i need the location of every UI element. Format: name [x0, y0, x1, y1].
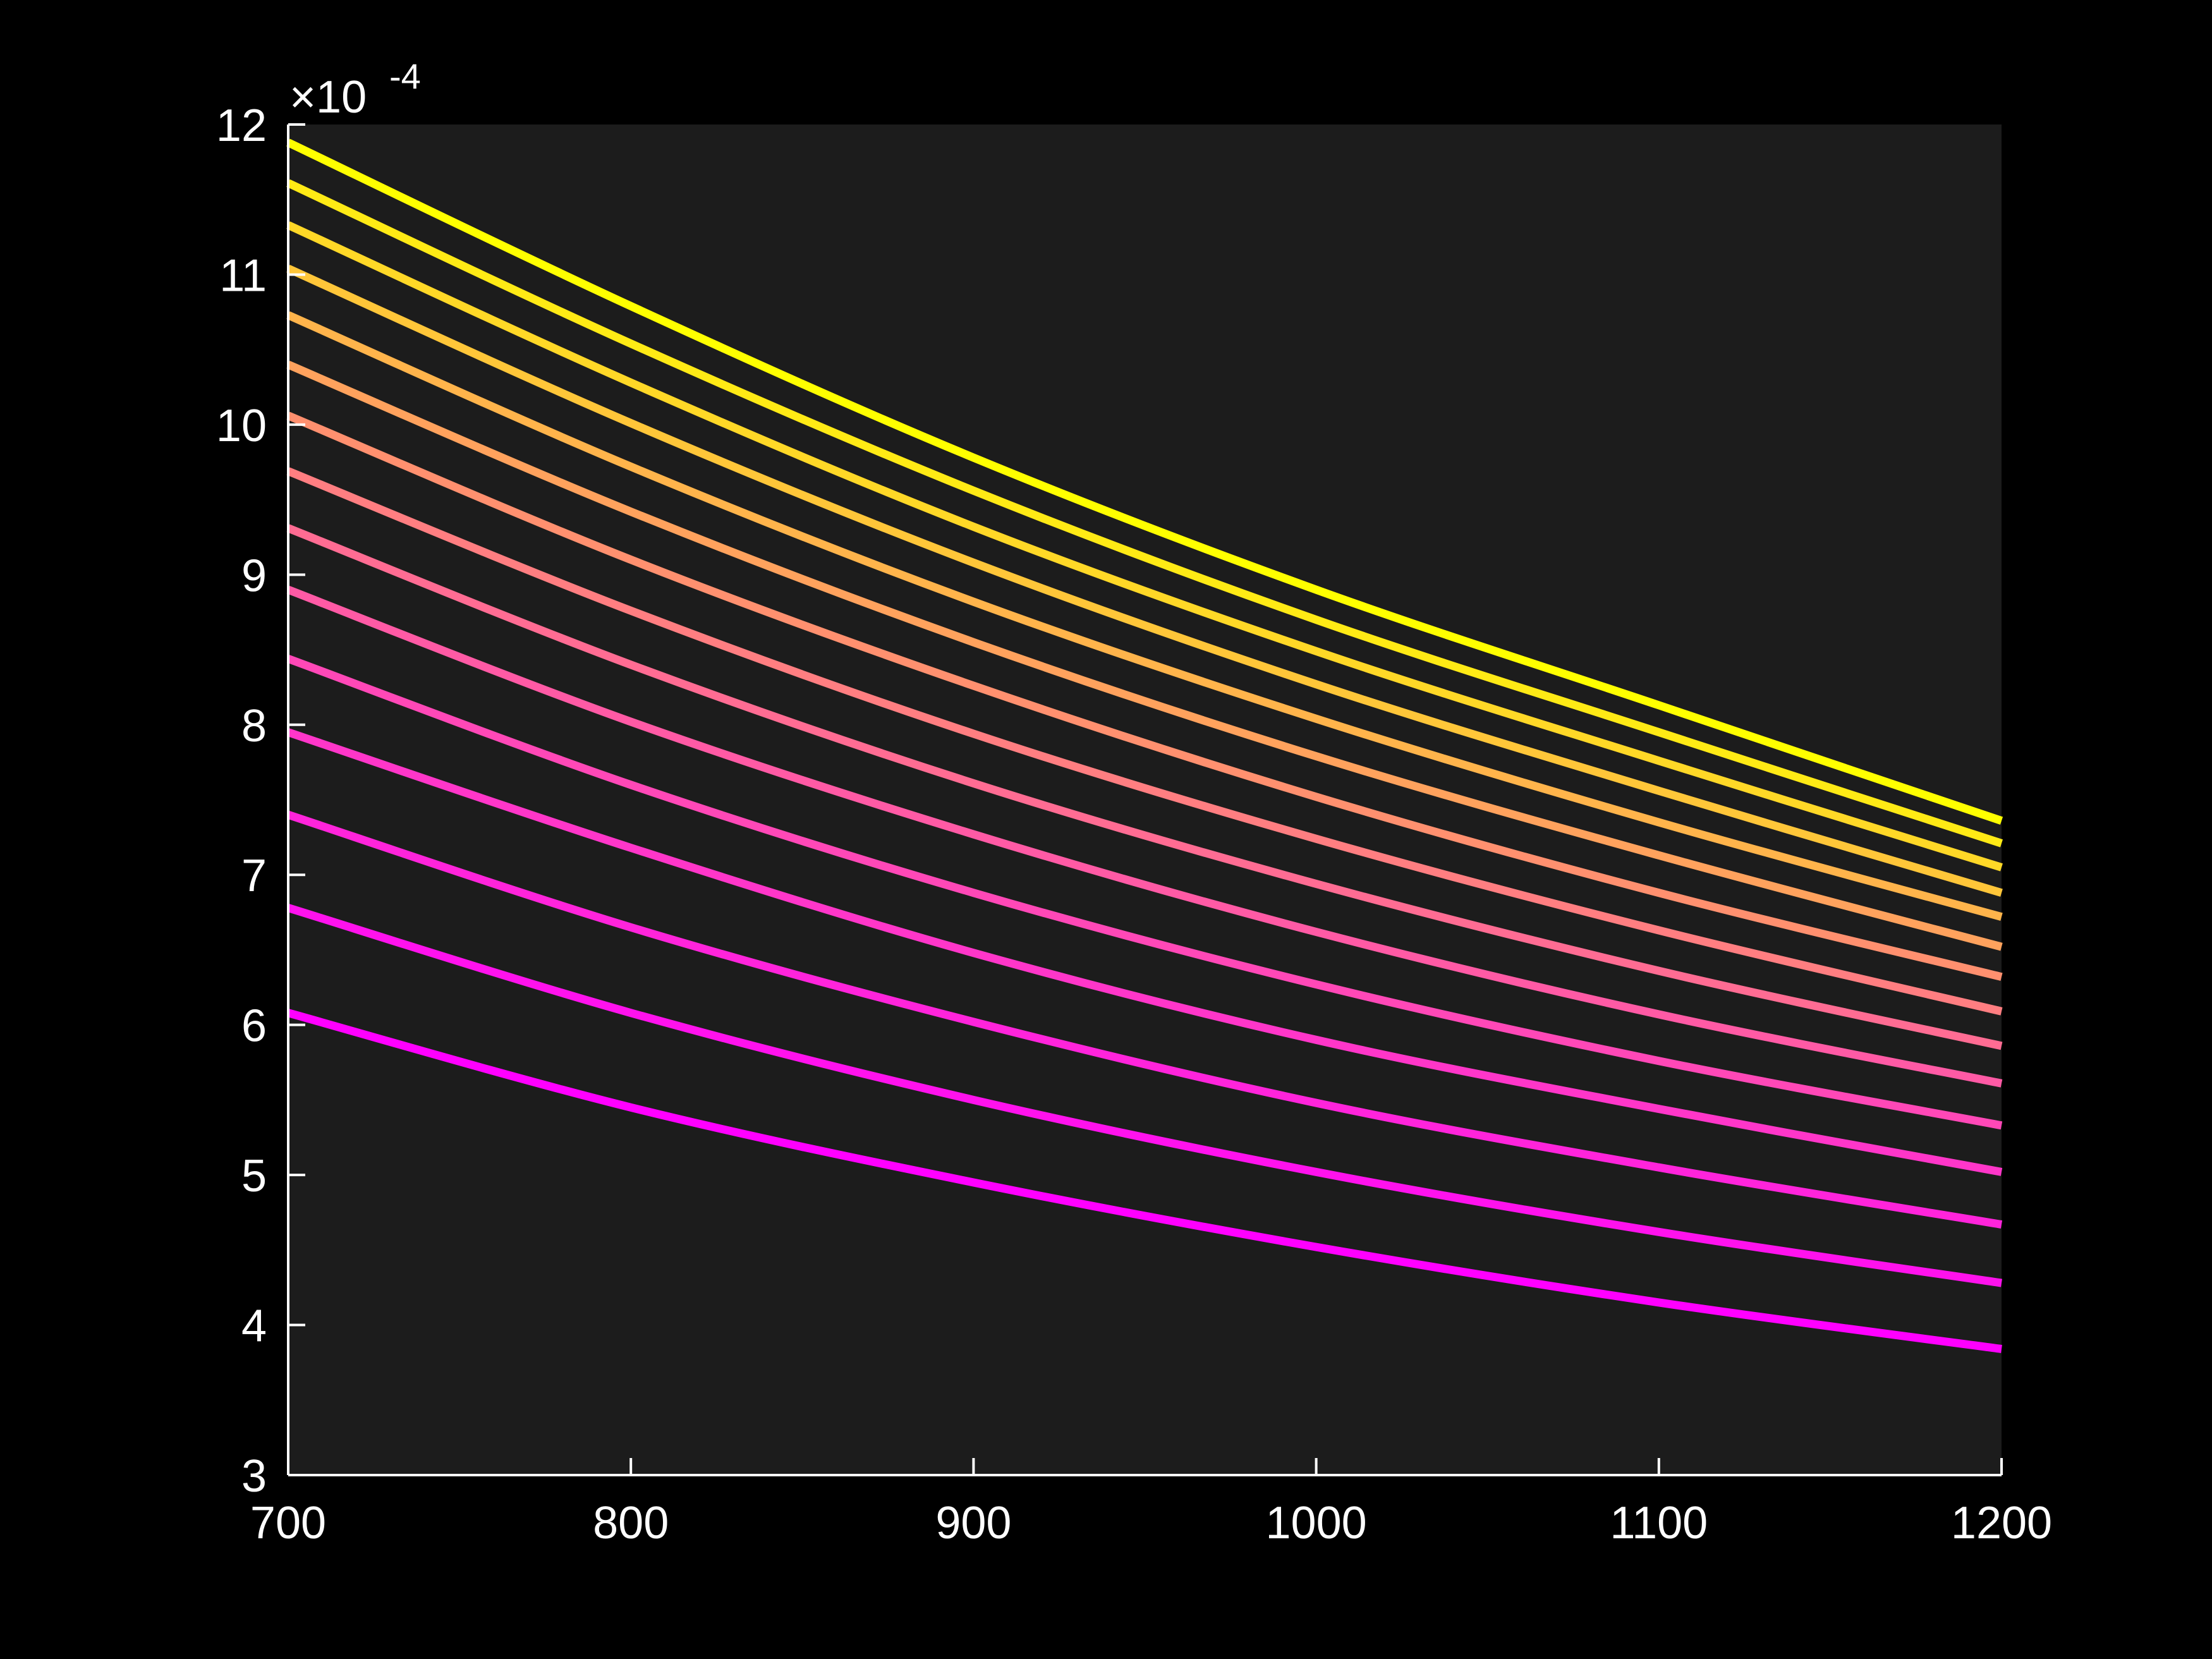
series-layer: [286, 138, 2003, 1353]
y-exponent-power: -4: [389, 56, 421, 96]
y-tick-label: 4: [241, 1301, 267, 1352]
series-line-12: [286, 264, 2003, 897]
y-tick-label: 3: [241, 1451, 267, 1502]
tick-label-layer: 700 800 900 1000 1100 1200 3 4 5 6 7 8 9 10 11 12: [216, 100, 2052, 1548]
y-tick-label: 8: [241, 701, 267, 751]
y-tick-label: 12: [216, 100, 267, 151]
series-line-6: [286, 586, 2003, 1088]
series-line-5: [286, 655, 2003, 1130]
series-line-8: [286, 467, 2003, 1016]
y-tick-label: 6: [241, 1001, 267, 1052]
x-tick-label: 800: [593, 1498, 669, 1548]
series-line-13: [286, 221, 2003, 872]
y-tick-label: 10: [216, 401, 267, 451]
y-exponent-label: ×10 -4: [289, 56, 421, 123]
x-tick-label: 900: [935, 1498, 1011, 1548]
series-line-14: [286, 179, 2003, 848]
y-tick-label: 11: [219, 250, 267, 301]
series-line-2: [287, 904, 2002, 1287]
x-tick-label: 1200: [1951, 1498, 2052, 1548]
x-tick-label: 1100: [1610, 1498, 1708, 1548]
x-tick-label: 1000: [1266, 1498, 1367, 1548]
series-line-10: [286, 360, 2003, 951]
y-exponent-multiplier: ×10: [289, 72, 367, 123]
y-tick-label: 5: [241, 1151, 267, 1201]
y-tick-label: 9: [241, 550, 267, 601]
axis-layer: [287, 123, 2003, 1476]
series-line-11: [286, 311, 2003, 921]
series-line-9: [286, 411, 2003, 981]
series-line-7: [286, 524, 2003, 1050]
plot-area: [288, 125, 2002, 1475]
series-line-1: [287, 1009, 2002, 1353]
y-tick-label: 7: [241, 851, 267, 901]
series-line-15: [286, 138, 2003, 825]
series-line-4: [286, 728, 2003, 1176]
series-line-3: [286, 811, 2003, 1229]
x-tick-label: 700: [250, 1498, 326, 1548]
